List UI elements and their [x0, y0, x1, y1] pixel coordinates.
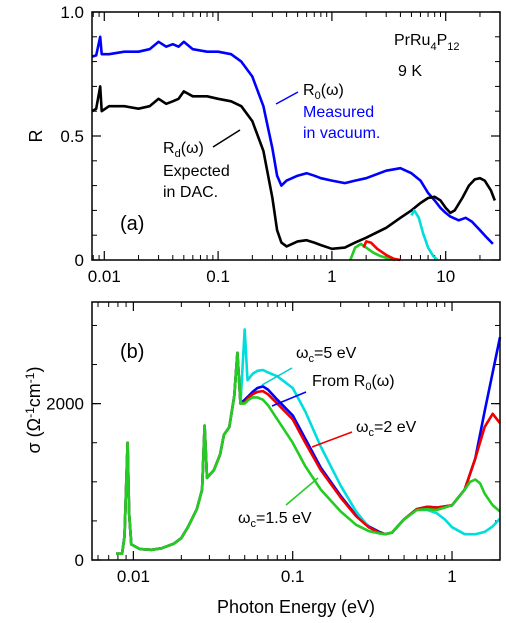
panel-b-series	[116, 328, 502, 555]
panel-b-x-tick-label: 0.01	[117, 567, 150, 586]
temperature-label: 9 K	[398, 63, 422, 80]
panel-b-frame	[91, 301, 501, 561]
panel-a-x-tick-label: 10	[436, 267, 455, 286]
panel-a-series-4	[410, 209, 439, 261]
panel-a-ticks: 0.01 0.1 1 10 0 0.5 1.0	[60, 3, 501, 286]
panel-b-series-3	[116, 351, 501, 555]
panel-a: 0.01 0.1 1 10 0 0.5 1.0 R (a) PrRu4P12 9 K R0(…	[26, 3, 501, 286]
rd-annotation: Rd(ω) Expected in DAC.	[163, 129, 241, 201]
wc15-annotation-text: ωc=1.5 eV	[238, 510, 312, 530]
panel-a-y-tick-label: 1.0	[60, 3, 84, 22]
panel-b-y-axis-label: σ (Ω-1cm-1)	[23, 367, 44, 454]
from-r0-annotation-text: From R0(ω)	[312, 373, 395, 393]
panel-a-series-1	[91, 85, 497, 251]
panel-b-x-tick-label: 0.1	[281, 567, 305, 586]
panel-a-series	[91, 35, 497, 262]
panel-a-label: (a)	[120, 213, 144, 235]
panel-a-y-tick-label: 0	[75, 251, 84, 270]
rd-annotation-line2: Expected	[163, 163, 230, 180]
wc5-annotation: ωc=5 eV	[261, 345, 357, 386]
panel-b-ticks: 0.01 0.1 1 0 2000	[46, 302, 501, 586]
panel-b-label: (b)	[120, 341, 144, 363]
x-axis-label: Photon Energy (eV)	[217, 597, 375, 617]
panel-b-x-tick-label: 1	[447, 567, 456, 586]
r0-annotation-line3: in vacuum.	[303, 125, 380, 142]
sigma-label-main: σ (Ω	[24, 418, 44, 454]
from-r0-annotation: From R0(ω)	[271, 373, 395, 407]
r0-annotation-line1: R0(ω)	[303, 82, 344, 102]
panel-a-y-tick-label: 0.5	[60, 127, 84, 146]
wc2-annotation: ωc=2 eV	[311, 419, 417, 448]
r0-annotation-pointer	[275, 91, 299, 105]
wc2-annotation-text: ωc=2 eV	[356, 419, 417, 439]
rd-annotation-pointer	[212, 129, 241, 148]
from-r0-annotation-pointer	[271, 391, 307, 407]
sample-label: PrRu4P12	[394, 32, 460, 53]
panel-a-series-3	[362, 240, 401, 262]
panel-b: 0.01 0.1 1 0 2000 σ (Ω-1cm-1) (b) ωc=5 eV Fr…	[23, 301, 502, 617]
panel-b-y-tick-label: 0	[75, 551, 84, 570]
panel-a-x-tick-label: 0.01	[88, 267, 121, 286]
r0-annotation: R0(ω) Measured in vacuum.	[275, 82, 380, 142]
wc2-annotation-pointer	[311, 431, 353, 448]
panel-a-frame	[91, 11, 501, 261]
panel-a-y-axis-label: R	[26, 130, 46, 143]
panel-a-x-tick-label: 0.1	[206, 267, 230, 286]
panel-b-y-tick-label: 2000	[46, 395, 84, 414]
wc5-annotation-text: ωc=5 eV	[296, 345, 357, 365]
wc5-annotation-pointer	[261, 367, 293, 386]
panel-a-series-2	[349, 242, 396, 262]
panel-a-series-0	[91, 35, 494, 245]
rd-annotation-line1: Rd(ω)	[163, 140, 204, 160]
wc15-annotation-pointer	[285, 477, 319, 506]
wc15-annotation: ωc=1.5 eV	[238, 477, 319, 530]
rd-annotation-line3: in DAC.	[163, 184, 218, 201]
r0-annotation-line2: Measured	[303, 104, 374, 121]
panel-a-x-tick-label: 1	[327, 267, 336, 286]
